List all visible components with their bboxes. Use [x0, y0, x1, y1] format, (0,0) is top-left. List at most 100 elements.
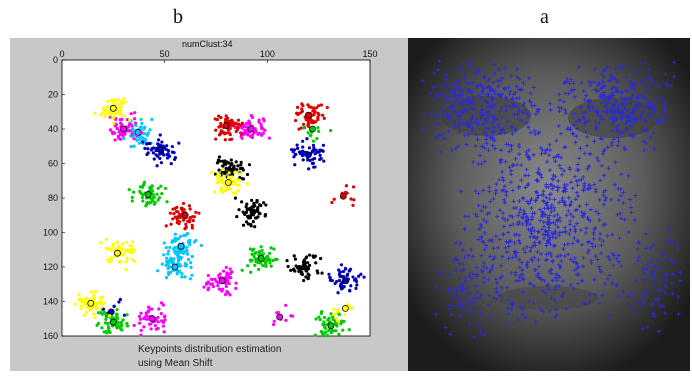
keypoint-dot [323, 331, 327, 335]
keypoint-cross [573, 197, 578, 202]
keypoint-cross [643, 140, 648, 145]
keypoint-dot [228, 165, 232, 169]
keypoint-cross [627, 63, 632, 68]
keypoint-dot [228, 267, 232, 271]
keypoint-cross [581, 187, 586, 192]
keypoint-cross [467, 88, 472, 93]
keypoint-dot [307, 273, 311, 277]
keypoint-cross [472, 120, 477, 125]
keypoint-cross [626, 173, 631, 178]
keypoint-dot [212, 190, 217, 194]
keypoint-cross [528, 91, 533, 96]
cluster-center [247, 125, 255, 133]
keypoint-cross [571, 285, 576, 290]
keypoint-cross [601, 93, 606, 98]
keypoint-cross [482, 86, 487, 91]
keypoint-dot [144, 203, 149, 207]
keypoint-cross [456, 294, 461, 299]
keypoint-dot [316, 126, 320, 130]
keypoint-cross [620, 130, 625, 135]
keypoint-dot [262, 119, 266, 123]
keypoint-dot [197, 211, 201, 215]
keypoint-cross [675, 247, 680, 252]
keypoint-dot [245, 182, 249, 186]
keypoint-cross [538, 146, 543, 151]
keypoint-cross [663, 72, 668, 77]
keypoint-dot [124, 240, 128, 244]
keypoint-dot [163, 186, 168, 191]
keypoint-cross [519, 260, 524, 265]
keypoint-cross [448, 332, 453, 337]
keypoint-dot [307, 122, 311, 126]
keypoint-cross [455, 110, 460, 115]
keypoint-dot [332, 197, 336, 201]
keypoint-cross [514, 84, 519, 89]
keypoint-cross [542, 278, 547, 283]
keypoint-cross [592, 139, 597, 144]
keypoint-cross [462, 75, 467, 80]
keypoint-dot [227, 175, 231, 179]
keypoint-cross [566, 208, 571, 213]
keypoint-dot [263, 212, 268, 217]
keypoint-cross [505, 306, 510, 311]
keypoint-cross [670, 239, 675, 244]
keypoint-dot [157, 196, 161, 200]
keypoint-dot [228, 293, 232, 297]
keypoint-dot [221, 164, 225, 168]
keypoint-cross [487, 270, 492, 275]
keypoint-cross [629, 210, 634, 215]
face-keypoints-panel [408, 38, 690, 371]
keypoint-dot [315, 136, 319, 141]
keypoint-cross [607, 257, 612, 262]
x-tick-label: 150 [362, 49, 377, 59]
keypoint-cross [639, 111, 644, 116]
keypoint-dot [137, 314, 142, 319]
keypoint-dot [170, 261, 174, 265]
keypoint-cross [616, 103, 621, 108]
keypoint-cross [453, 146, 458, 151]
keypoint-cross [523, 108, 528, 113]
keypoint-cross [449, 114, 454, 119]
keypoint-cross [622, 147, 627, 152]
keypoint-cross [602, 147, 607, 152]
keypoint-cross [619, 112, 624, 117]
keypoint-cross [484, 141, 489, 146]
keypoint-cross [553, 159, 558, 164]
keypoint-cross [568, 282, 573, 287]
keypoint-cross [528, 249, 533, 254]
keypoint-dot [267, 251, 272, 256]
keypoint-dot [131, 247, 135, 252]
keypoint-cross [529, 257, 534, 262]
keypoint-cross [510, 131, 515, 136]
keypoint-cross [607, 273, 612, 278]
keypoint-dot [210, 282, 215, 286]
keypoint-cross [625, 96, 630, 101]
keypoint-dot [362, 275, 366, 279]
keypoint-dot [162, 330, 166, 334]
keypoint-cross [531, 234, 536, 239]
keypoint-cross [442, 136, 447, 141]
keypoint-cross [514, 279, 519, 284]
keypoint-cross [538, 307, 543, 312]
keypoint-cross [497, 93, 502, 98]
keypoint-dot [301, 153, 306, 157]
keypoint-dot [175, 220, 179, 225]
keypoint-cross [562, 225, 567, 230]
keypoint-cross [629, 305, 634, 310]
keypoint-cross [514, 67, 519, 72]
keypoint-cross [635, 103, 640, 108]
keypoint-cross [630, 133, 635, 138]
keypoint-cross [505, 321, 510, 326]
keypoint-dot [345, 274, 349, 278]
keypoint-cross [473, 306, 478, 311]
keypoint-cross [600, 293, 605, 298]
keypoint-cross [662, 290, 667, 295]
keypoint-cross [501, 211, 506, 216]
keypoint-cross [458, 241, 463, 246]
keypoint-cross [666, 238, 671, 243]
keypoint-cross [491, 295, 496, 300]
keypoint-cross [639, 302, 644, 307]
keypoint-cross [517, 210, 522, 215]
keypoint-cross [592, 277, 597, 282]
keypoint-cross [632, 87, 637, 92]
